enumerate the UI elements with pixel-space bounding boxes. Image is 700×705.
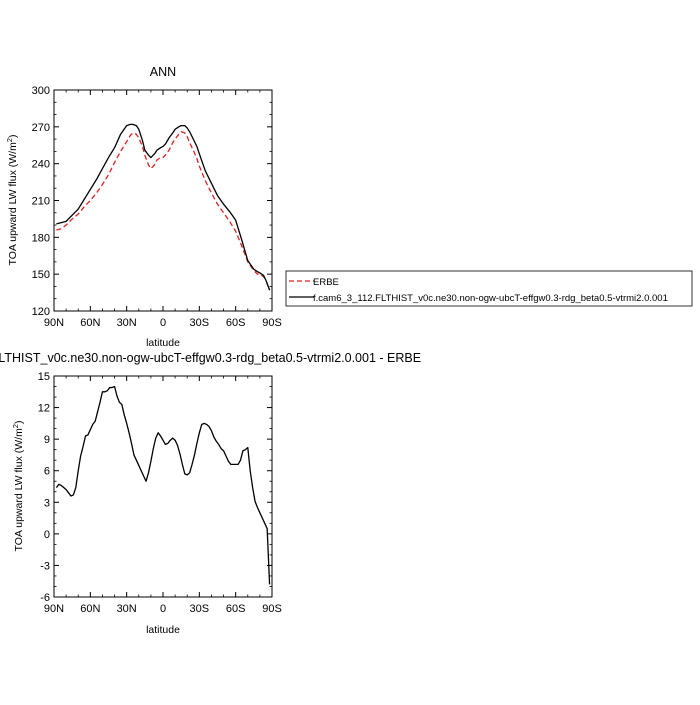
bottom-y-tick-label: -6 [40,592,50,604]
bottom-x-tick-label: 60S [226,603,246,615]
bottom-axis-ticks: 90N 60N 30N 0 30S 60S 90S -6 -3 0 3 6 9 12 15 [38,371,282,615]
top-series-line-1 [56,123,271,291]
top-x-tick-label: 30S [190,317,210,329]
bottom-y-tick-label: 3 [44,497,50,509]
top-y-axis-title-sup: 2 [5,138,14,142]
top-y-axis-title: TOA upward LW flux (W/m2) [5,135,19,266]
top-x-tick-label: 90S [262,317,282,329]
bottom-y-tick-label: 6 [44,466,50,478]
bottom-y-axis-title-close: ) [13,421,25,425]
bottom-y-tick-label: -3 [40,560,50,572]
top-y-tick-label: 300 [32,85,50,97]
bottom-plot-frame [53,375,273,598]
top-y-axis-title-main: TOA upward LW flux (W/m [7,142,19,266]
bottom-y-tick-label: 9 [44,434,50,446]
top-x-tick-label: 60S [226,317,246,329]
top-x-tick-label: 60N [80,317,100,329]
top-x-tick-label: 0 [160,317,166,329]
bottom-y-tick-label: 12 [38,403,50,415]
top-series-line-0 [56,131,271,291]
legend: ERBE f.cam6_3_112.FLTHIST_v0c.ne30.non-o… [285,270,693,307]
legend-label-model: f.cam6_3_112.FLTHIST_v0c.ne30.non-ogw-ub… [313,293,668,304]
top-y-tick-label: 180 [32,232,50,244]
top-plot-marks [56,123,271,291]
bottom-y-axis-title-sup: 2 [11,424,20,428]
top-y-tick-label: 270 [32,122,50,134]
bottom-x-tick-label: 30N [117,603,137,615]
top-y-tick-label: 240 [32,159,50,171]
bottom-x-tick-label: 90S [262,603,282,615]
top-x-tick-label: 30N [117,317,137,329]
legend-label-erbe: ERBE [313,277,339,288]
bottom-x-tick-label: 60N [80,603,100,615]
bottom-series-line-0 [55,385,271,585]
bottom-x-tick-label: 30S [190,603,210,615]
top-panel-title: ANN [150,65,176,79]
top-y-tick-label: 120 [32,306,50,318]
bottom-y-tick-label: 15 [38,371,50,383]
legend-box [285,270,693,307]
top-y-axis-title-close: ) [7,135,19,139]
bottom-plot-marks [55,385,271,585]
top-x-tick-label: 90N [44,317,64,329]
top-x-axis-title: latitude [146,337,180,349]
top-panel: ANN 90N 60N 30N 0 30S 60S 90S 120 150 180 210 240 27… [5,65,693,349]
top-y-tick-label: 210 [32,196,50,208]
top-plot-frame [53,89,273,312]
bottom-panel-title: f.cam6_3_112.FLTHIST_v0c.ne30.non-ogw-ub… [0,351,421,365]
bottom-x-tick-label: 0 [160,603,166,615]
bottom-x-axis-title: latitude [146,624,180,636]
bottom-y-axis-title: TOA upward LW flux (W/m2) [11,421,25,552]
bottom-y-tick-label: 0 [44,529,50,541]
top-y-tick-label: 150 [32,269,50,281]
bottom-panel: f.cam6_3_112.FLTHIST_v0c.ne30.non-ogw-ub… [0,351,421,636]
bottom-x-tick-label: 90N [44,603,64,615]
bottom-y-axis-title-main: TOA upward LW flux (W/m [13,428,25,552]
top-axis-ticks: 90N 60N 30N 0 30S 60S 90S 120 150 180 210 240 270 300 [32,85,282,329]
